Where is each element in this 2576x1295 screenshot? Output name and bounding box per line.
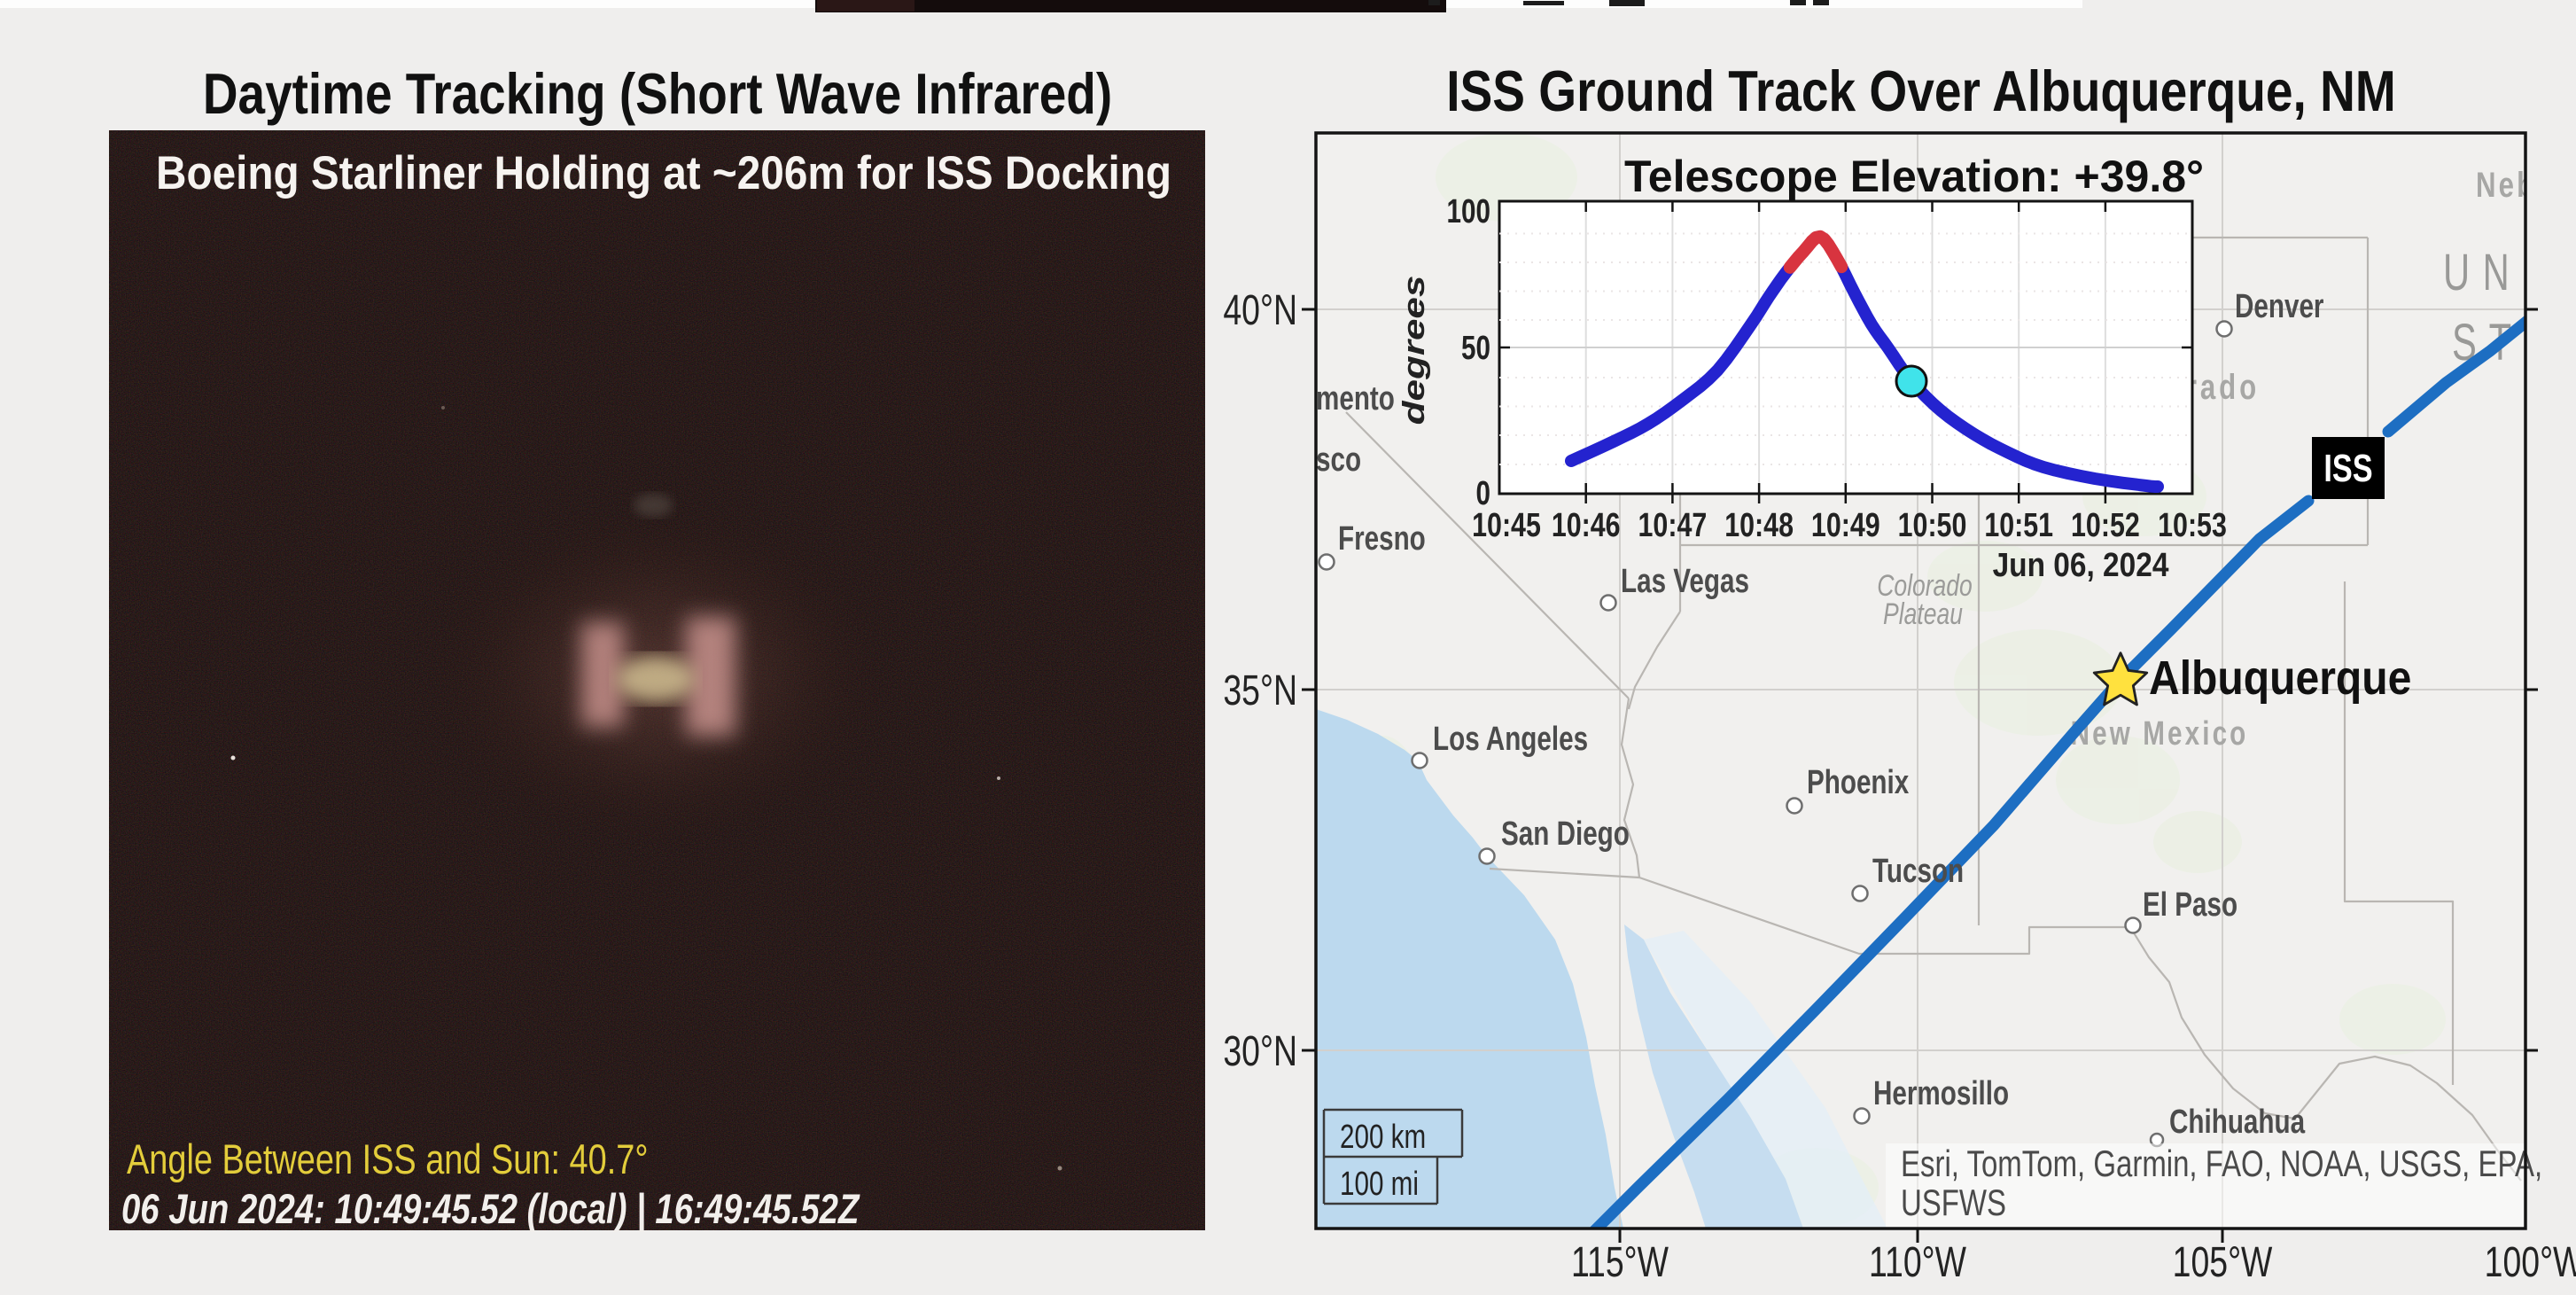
svg-text:30°N: 30°N — [1223, 1028, 1297, 1076]
svg-text:ISS Ground Track Over Albuquer: ISS Ground Track Over Albuquerque, NM — [1446, 59, 2395, 123]
svg-text:50: 50 — [1461, 330, 1490, 367]
svg-text:Denver: Denver — [2235, 288, 2323, 325]
svg-text:degrees: degrees — [1397, 276, 1431, 425]
svg-text:40°N: 40°N — [1223, 287, 1297, 335]
svg-text:10:45: 10:45 — [1472, 507, 1541, 544]
svg-text:200 km: 200 km — [1340, 1119, 1426, 1156]
svg-text:10:47: 10:47 — [1638, 507, 1708, 544]
svg-text:Colorado: Colorado — [1877, 569, 1973, 603]
svg-text:Angle Between ISS and Sun: 40.: Angle Between ISS and Sun: 40.7° — [127, 1136, 648, 1183]
svg-text:Jun 06, 2024: Jun 06, 2024 — [1993, 546, 2169, 583]
svg-text:Tucson: Tucson — [1872, 853, 1964, 890]
svg-text:35°N: 35°N — [1223, 667, 1297, 715]
svg-text:10:51: 10:51 — [1984, 507, 2053, 544]
svg-text:mento: mento — [1316, 380, 1395, 417]
svg-text:110°W: 110°W — [1869, 1239, 1966, 1287]
svg-text:Chihuahua: Chihuahua — [2169, 1104, 2306, 1141]
svg-text:Phoenix: Phoenix — [1807, 764, 1909, 801]
svg-text:10:53: 10:53 — [2158, 507, 2227, 544]
svg-text:115°W: 115°W — [1571, 1239, 1669, 1287]
svg-text:ISS: ISS — [2323, 447, 2372, 490]
svg-text:100°W: 100°W — [2485, 1239, 2576, 1287]
svg-text:100: 100 — [1447, 193, 1490, 230]
svg-text:San Diego: San Diego — [1501, 815, 1630, 853]
svg-text:Albuquerque: Albuquerque — [2149, 651, 2411, 704]
svg-text:0: 0 — [1476, 475, 1490, 512]
svg-text:Plateau: Plateau — [1883, 597, 1963, 631]
svg-text:Boeing Starliner Holding at ~2: Boeing Starliner Holding at ~206m for IS… — [156, 146, 1171, 199]
svg-text:105°W: 105°W — [2173, 1239, 2273, 1287]
svg-text:10:49: 10:49 — [1811, 507, 1880, 544]
svg-text:Los Angeles: Los Angeles — [1433, 721, 1588, 758]
svg-text:U N: U N — [2443, 243, 2510, 300]
svg-text:Hermosillo: Hermosillo — [1873, 1075, 2009, 1112]
svg-text:10:46: 10:46 — [1552, 507, 1621, 544]
svg-text:Las Vegas: Las Vegas — [1621, 563, 1749, 600]
svg-text:10:50: 10:50 — [1898, 507, 1967, 544]
svg-text:Nebraska: Nebraska — [2476, 165, 2576, 205]
svg-text:El Paso: El Paso — [2143, 886, 2237, 924]
svg-text:Esri, TomTom, Garmin, FAO, NOA: Esri, TomTom, Garmin, FAO, NOAA, USGS, E… — [1901, 1143, 2542, 1184]
svg-text:06 Jun 2024: 10:49:45.52 (loca: 06 Jun 2024: 10:49:45.52 (local) | 16:49… — [121, 1186, 860, 1233]
svg-text:New Mexico: New Mexico — [2071, 715, 2249, 753]
svg-text:USFWS: USFWS — [1901, 1182, 2006, 1223]
svg-text:10:52: 10:52 — [2071, 507, 2140, 544]
svg-text:100 mi: 100 mi — [1340, 1166, 1419, 1203]
svg-text:Fresno: Fresno — [1338, 520, 1426, 558]
svg-text:Daytime Tracking (Short Wave I: Daytime Tracking (Short Wave Infrared) — [203, 62, 1112, 126]
svg-text:sco: sco — [1316, 441, 1361, 479]
svg-text:10:48: 10:48 — [1724, 507, 1794, 544]
svg-text:Telescope Elevation: +39.8°: Telescope Elevation: +39.8° — [1624, 152, 2204, 201]
